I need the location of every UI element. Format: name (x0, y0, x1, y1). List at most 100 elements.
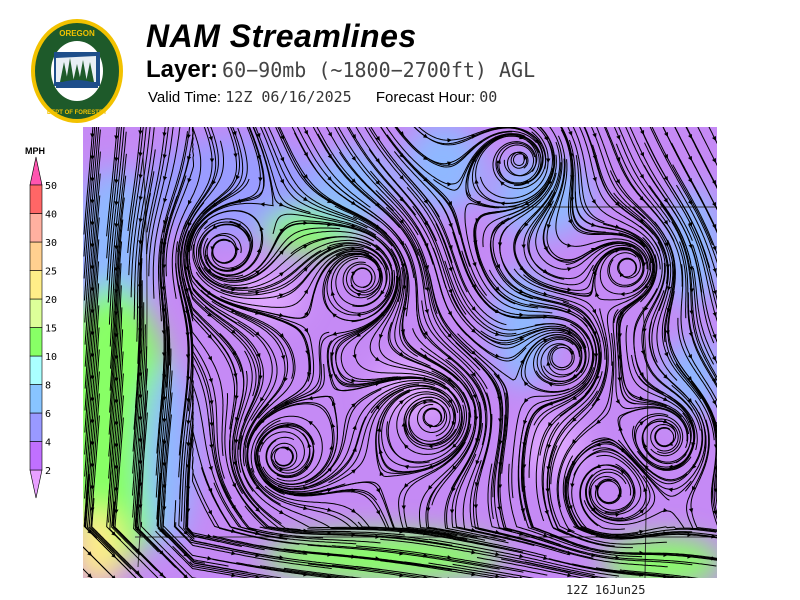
streamline-arrowhead (615, 179, 620, 184)
streamline (595, 567, 689, 578)
streamline-arrowhead (423, 553, 428, 558)
streamline (476, 557, 586, 578)
streamline-arrowhead (473, 504, 479, 509)
streamline-arrowhead (375, 556, 380, 561)
streamline-arrowhead (399, 241, 404, 246)
streamline-arrowhead (664, 242, 669, 247)
streamline-arrowhead (545, 488, 550, 493)
streamline-arrowhead (258, 375, 263, 380)
streamline-arrowhead (90, 199, 95, 204)
streamline-arrowhead (640, 152, 644, 157)
streamline (140, 521, 197, 578)
streamline-arrowhead (689, 266, 694, 271)
streamline-arrowhead (567, 219, 572, 224)
streamline-arrowhead (207, 356, 212, 361)
streamline (692, 245, 717, 343)
streamline-arrowhead (404, 464, 409, 470)
streamline-arrowhead (592, 177, 597, 182)
streamline-arrowhead (207, 334, 212, 339)
streamline (428, 562, 522, 578)
streamline-arrowhead (255, 553, 260, 558)
streamline-arrowhead (543, 338, 548, 343)
streamline (572, 127, 661, 270)
streamline (316, 127, 419, 256)
streamline-arrowhead (111, 553, 116, 558)
streamline-arrowhead (375, 510, 380, 515)
streamline-arrowhead (471, 550, 476, 555)
streamline-arrowhead (424, 309, 429, 314)
streamline-arrowhead (351, 271, 356, 276)
streamline-arrowhead (188, 200, 192, 205)
streamline-arrowhead (500, 201, 505, 206)
streamline-arrowhead (496, 159, 501, 164)
streamline-arrowhead (208, 466, 213, 471)
streamline-arrowhead (572, 461, 576, 466)
streamline-arrowhead (476, 201, 481, 206)
streamline (283, 567, 362, 578)
streamline-arrowhead (284, 446, 289, 451)
streamline-arrowhead (688, 508, 694, 513)
streamline-arrowhead (90, 419, 95, 424)
streamline-arrowhead (521, 486, 526, 491)
streamline-arrowhead (234, 395, 239, 400)
streamline-arrowhead (619, 272, 624, 277)
streamline-arrowhead (87, 573, 92, 578)
streamline-arrowhead (303, 505, 308, 511)
streamline (148, 127, 174, 277)
streamline-arrowhead (303, 485, 308, 491)
streamline (572, 563, 681, 578)
streamline-arrowhead (472, 394, 477, 399)
streamline-arrowhead (114, 201, 119, 206)
streamline-arrowhead (519, 553, 524, 559)
streamline (679, 241, 717, 388)
streamline-arrowhead (644, 284, 649, 289)
streamline-arrowhead (375, 246, 380, 251)
streamline-arrowhead (163, 198, 168, 203)
streamline-arrowhead (423, 376, 428, 382)
page-title: NAM Streamlines (146, 18, 417, 54)
streamline (178, 127, 219, 274)
streamline-arrowhead (304, 328, 308, 333)
valid-time-info: Valid Time: 12Z 06/16/2025 Forecast Hour… (148, 88, 517, 106)
streamline-arrowhead (375, 405, 380, 410)
streamline-arrowhead (90, 133, 95, 138)
streamline-arrowhead (332, 401, 336, 406)
streamline (704, 398, 717, 507)
streamline-arrowhead (159, 572, 164, 577)
streamline-arrowhead (569, 351, 575, 356)
layer-value: 60−90mb (~1800−2700ft) AGL (222, 58, 536, 82)
legend-swatch (29, 184, 43, 214)
streamline-arrowhead (519, 336, 524, 341)
legend-tick-label: 25 (45, 267, 57, 278)
streamline-arrowhead (307, 372, 312, 377)
streamline-arrowhead (162, 374, 167, 379)
streamline-arrowhead (687, 398, 692, 403)
streamline-arrowhead (615, 512, 620, 518)
streamline-arrowhead (449, 509, 455, 514)
streamline (619, 569, 699, 578)
streamline-arrowhead (231, 329, 236, 334)
streamline (303, 127, 371, 208)
streamline-arrowhead (256, 133, 261, 138)
streamline-arrowhead (423, 155, 428, 160)
streamline-arrowhead (447, 201, 452, 206)
streamline-arrowhead (428, 485, 433, 490)
streamline-arrowhead (596, 397, 601, 402)
streamline-arrowhead (303, 465, 308, 470)
streamline-arrowhead (615, 555, 620, 560)
streamline-arrowhead (327, 246, 332, 251)
streamline (83, 127, 98, 279)
streamline-arrowhead (689, 310, 694, 315)
streamline-arrowhead (375, 534, 380, 539)
legend-over-triangle (29, 156, 43, 186)
streamline (675, 363, 717, 526)
streamline-arrowhead (471, 527, 476, 533)
streamline-arrowhead (712, 246, 717, 251)
streamline-arrowhead (401, 505, 406, 510)
streamline (452, 563, 535, 578)
streamline-arrowhead (548, 382, 553, 387)
streamline (671, 221, 717, 382)
streamline-arrowhead (544, 510, 549, 515)
streamline (613, 127, 671, 223)
streamline-arrowhead (138, 174, 143, 179)
